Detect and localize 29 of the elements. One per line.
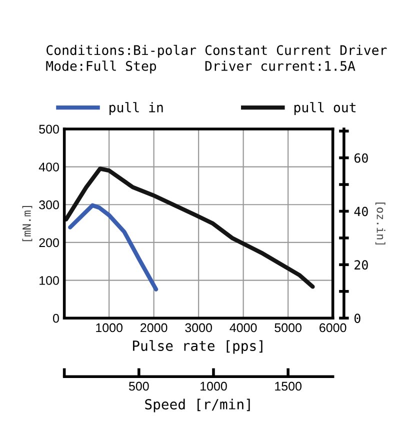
y-tick-label: 0 [53, 314, 59, 323]
x2-axis-title: Speed [r/min] [145, 398, 250, 412]
x-tick-label: 2000 [140, 323, 168, 332]
x-axis-title: Pulse rate [pps] [133, 340, 262, 354]
x-tick-label: 6000 [320, 323, 346, 332]
y-tick-label: 500 [39, 124, 59, 134]
text: Conditions:Bi-polar Constant Current Driver [46, 44, 387, 58]
legend-label: pull out [294, 102, 356, 115]
text: Mode:Full Step Driver current:1.5A [46, 60, 356, 74]
x-tick-label: 1000 [96, 323, 122, 332]
x2-tick-label: 1500 [275, 382, 302, 391]
y2-tick-label: 0 [354, 314, 360, 324]
line-series [68, 203, 158, 292]
y2-tick-label: 60 [354, 153, 368, 163]
y2-axis-title: [oz.in] [375, 202, 386, 244]
x-tick-label: 5000 [274, 323, 302, 332]
y-axis-title: [mN.m] [22, 206, 32, 242]
y-tick-label: 100 [40, 276, 59, 285]
legend-label: pull in [110, 102, 163, 115]
y-tick-label: 300 [39, 200, 59, 210]
y2-tick-label: 40 [354, 206, 368, 216]
x2-tick-label: 1000 [200, 382, 227, 391]
x-tick-label: 3000 [185, 323, 212, 332]
y-tick-label: 200 [39, 238, 59, 248]
x-tick-label: 4000 [230, 323, 257, 332]
y-tick-label: 400 [38, 162, 59, 172]
x2-tick-label: 500 [128, 382, 149, 391]
y2-tick-label: 20 [354, 260, 368, 270]
line-series [64, 166, 315, 289]
